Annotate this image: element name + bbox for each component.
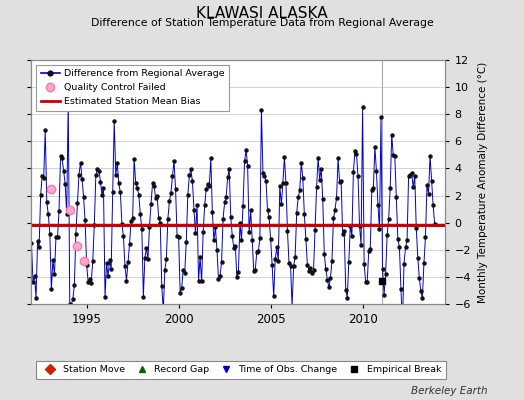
Text: KLAWASI ALASKA: KLAWASI ALASKA — [196, 6, 328, 21]
Legend: Difference from Regional Average, Quality Control Failed, Estimated Station Mean: Difference from Regional Average, Qualit… — [36, 65, 229, 111]
Text: Berkeley Earth: Berkeley Earth — [411, 386, 487, 396]
Y-axis label: Monthly Temperature Anomaly Difference (°C): Monthly Temperature Anomaly Difference (… — [478, 61, 488, 303]
Legend: Station Move, Record Gap, Time of Obs. Change, Empirical Break: Station Move, Record Gap, Time of Obs. C… — [36, 361, 446, 379]
Text: Difference of Station Temperature Data from Regional Average: Difference of Station Temperature Data f… — [91, 18, 433, 28]
